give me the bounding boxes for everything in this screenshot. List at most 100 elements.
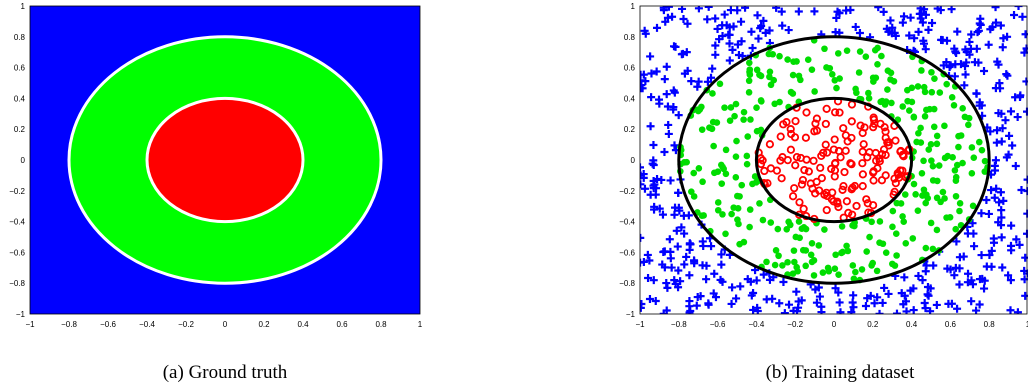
middle-class-point [799, 246, 807, 254]
middle-class-point [858, 266, 866, 273]
outer-class-point [674, 188, 683, 197]
middle-class-point [912, 191, 919, 198]
outer-class-point [753, 11, 762, 20]
middle-class-point [949, 154, 956, 161]
outer-class-point [998, 43, 1007, 52]
y-tick-label: 0.4 [624, 94, 636, 103]
inner-class-point [836, 153, 845, 162]
middle-class-point [893, 252, 900, 259]
outer-class-point [997, 233, 1006, 242]
y-tick-label: −0.6 [619, 248, 635, 257]
middle-class-point [757, 126, 765, 134]
outer-class-point [984, 40, 993, 49]
outer-class-point [932, 300, 941, 309]
outer-class-point [1002, 70, 1011, 79]
outer-class-point [900, 273, 909, 282]
outer-class-point [953, 27, 962, 36]
middle-class-point [910, 114, 918, 121]
outer-class-point [984, 209, 993, 218]
outer-class-point [725, 56, 734, 65]
y-tick-label: −1 [16, 310, 26, 319]
outer-class-point [713, 24, 722, 33]
inner-class-point [884, 141, 893, 150]
outer-class-point [666, 247, 675, 256]
x-tick-label: 0.4 [297, 320, 309, 329]
outer-class-point [880, 283, 889, 292]
outer-class-point [655, 204, 664, 213]
inner-class-point [810, 127, 819, 136]
outer-class-point [897, 289, 906, 298]
outer-class-point [998, 263, 1007, 272]
y-tick-label: −0.8 [619, 279, 635, 288]
outer-class-point [640, 303, 645, 312]
outer-class-point [926, 284, 935, 293]
outer-class-point [997, 213, 1006, 222]
middle-class-point [745, 77, 753, 85]
outer-class-point [674, 111, 683, 120]
x-tick-label: 1 [418, 320, 423, 329]
middle-class-point [698, 126, 706, 133]
outer-class-point [1003, 71, 1012, 80]
middle-class-point [843, 242, 850, 250]
x-tick-label: 0 [832, 320, 837, 329]
outer-class-point [651, 297, 660, 306]
outer-class-point [996, 188, 1005, 197]
middle-class-point [680, 159, 688, 166]
middle-class-point [852, 85, 859, 93]
outer-class-point [651, 190, 660, 199]
inner-ring-boundary [754, 96, 914, 224]
x-tick-label: 0.4 [906, 320, 918, 329]
outer-class-point [919, 36, 928, 45]
inner-class-point [782, 118, 791, 127]
outer-class-point [993, 126, 1002, 135]
outer-class-point [995, 198, 1004, 207]
middle-class-point [922, 244, 930, 252]
outer-class-point [966, 44, 975, 53]
middle-class-point [923, 191, 930, 198]
middle-class-point [920, 83, 928, 91]
middle-class-point [767, 219, 775, 226]
middle-class-point [843, 47, 851, 54]
outer-class-point [929, 261, 938, 270]
outer-class-point [1016, 92, 1025, 101]
inner-class-point [800, 165, 809, 175]
outer-class-point [974, 58, 983, 67]
inner-class-point [899, 152, 908, 161]
outer-class-point [964, 269, 973, 278]
outer-class-point [652, 23, 661, 32]
inner-class-point [786, 145, 796, 154]
inner-class-point [829, 145, 838, 154]
outer-class-point [918, 276, 927, 285]
outer-class-point [1002, 153, 1011, 162]
outer-class-point [659, 6, 668, 12]
outer-class-point [685, 245, 694, 254]
middle-class-point [882, 249, 890, 256]
inner-class-point [760, 166, 769, 176]
x-tick-label: 0.8 [375, 320, 387, 329]
inner-class-point [858, 147, 867, 156]
scatter-layer [640, 6, 1028, 314]
middle-class-point [929, 177, 937, 184]
outer-class-point [849, 303, 858, 312]
outer-class-point [649, 140, 658, 149]
x-tick-label: 0.6 [336, 320, 348, 329]
inner-class-point [791, 161, 800, 170]
outer-class-point [698, 237, 707, 246]
outer-class-point [717, 260, 726, 269]
outer-class-point [974, 26, 983, 35]
middle-class-point [711, 169, 718, 177]
outer-class-point [917, 9, 926, 18]
middle-class-point [793, 58, 800, 65]
outer-class-point [749, 288, 758, 297]
inner-class-point [838, 185, 847, 194]
y-tick-label: −0.2 [9, 187, 25, 196]
outer-class-point [946, 265, 955, 274]
y-tick-labels: −1 −0.8 −0.6 −0.4 −0.2 0 0.2 0.4 0.6 0.8 1 [619, 2, 635, 319]
middle-class-point [950, 101, 958, 109]
middle-class-point [815, 242, 823, 249]
outer-class-point [696, 292, 705, 301]
outer-class-point [812, 298, 821, 307]
middle-class-point [838, 223, 846, 230]
middle-class-point [933, 140, 941, 148]
outer-class-point [754, 34, 763, 43]
